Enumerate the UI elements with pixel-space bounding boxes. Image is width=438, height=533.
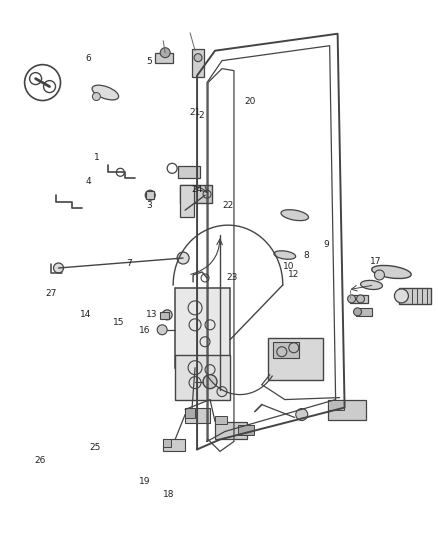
Text: 20: 20	[244, 98, 255, 106]
Text: 5: 5	[146, 58, 152, 67]
Ellipse shape	[92, 85, 119, 100]
Text: 18: 18	[163, 490, 174, 499]
Circle shape	[395, 289, 408, 303]
Bar	[399, 288, 431, 304]
Bar	[146, 191, 154, 199]
Text: 13: 13	[145, 310, 157, 319]
Text: 22: 22	[222, 201, 233, 210]
Text: 19: 19	[139, 477, 151, 486]
Circle shape	[160, 47, 170, 58]
Circle shape	[157, 325, 167, 335]
Circle shape	[348, 295, 356, 303]
Bar	[273, 342, 299, 358]
Circle shape	[217, 386, 227, 397]
Text: 16: 16	[139, 326, 151, 335]
Text: 25: 25	[89, 442, 100, 451]
Text: 3: 3	[146, 201, 152, 210]
Circle shape	[53, 263, 64, 273]
Bar	[180, 185, 212, 203]
Bar	[185, 408, 195, 417]
Bar	[215, 422, 247, 439]
Text: 4: 4	[85, 177, 91, 186]
Bar	[180, 185, 194, 217]
Bar	[350, 295, 367, 303]
Text: 27: 27	[45, 288, 57, 297]
Bar	[356, 308, 371, 316]
Bar	[178, 166, 200, 178]
Text: 12: 12	[288, 270, 300, 279]
Circle shape	[203, 375, 217, 389]
Circle shape	[296, 409, 308, 421]
Ellipse shape	[281, 209, 308, 221]
Circle shape	[177, 252, 189, 264]
Ellipse shape	[360, 280, 382, 289]
Text: 14: 14	[80, 310, 92, 319]
Bar	[238, 425, 254, 435]
Bar	[192, 49, 204, 77]
Bar	[328, 400, 366, 419]
Bar	[268, 338, 323, 379]
Circle shape	[92, 93, 100, 101]
Bar	[215, 416, 227, 424]
Ellipse shape	[372, 265, 411, 279]
Text: 9: 9	[323, 240, 329, 249]
Text: 1: 1	[94, 153, 99, 162]
Bar	[163, 439, 171, 447]
Circle shape	[374, 270, 385, 280]
Text: 10: 10	[283, 262, 295, 271]
Text: 23: 23	[226, 272, 238, 281]
Bar	[163, 439, 185, 451]
Text: 2: 2	[199, 110, 205, 119]
Circle shape	[357, 295, 364, 303]
Bar	[155, 53, 173, 63]
Ellipse shape	[274, 251, 296, 259]
Circle shape	[353, 308, 361, 316]
Bar	[175, 355, 230, 400]
Text: 8: 8	[304, 252, 309, 261]
Text: 24: 24	[191, 185, 203, 194]
Text: 15: 15	[113, 318, 124, 327]
Circle shape	[203, 190, 211, 198]
Bar	[328, 400, 343, 409]
Text: 21: 21	[189, 108, 201, 117]
Bar	[175, 288, 230, 368]
Text: 17: 17	[371, 257, 382, 265]
Circle shape	[162, 310, 172, 320]
Bar	[160, 312, 169, 319]
Text: 7: 7	[127, 260, 132, 268]
Circle shape	[194, 54, 202, 62]
Text: 26: 26	[34, 456, 46, 465]
Text: 6: 6	[85, 54, 91, 63]
Bar	[185, 408, 210, 423]
